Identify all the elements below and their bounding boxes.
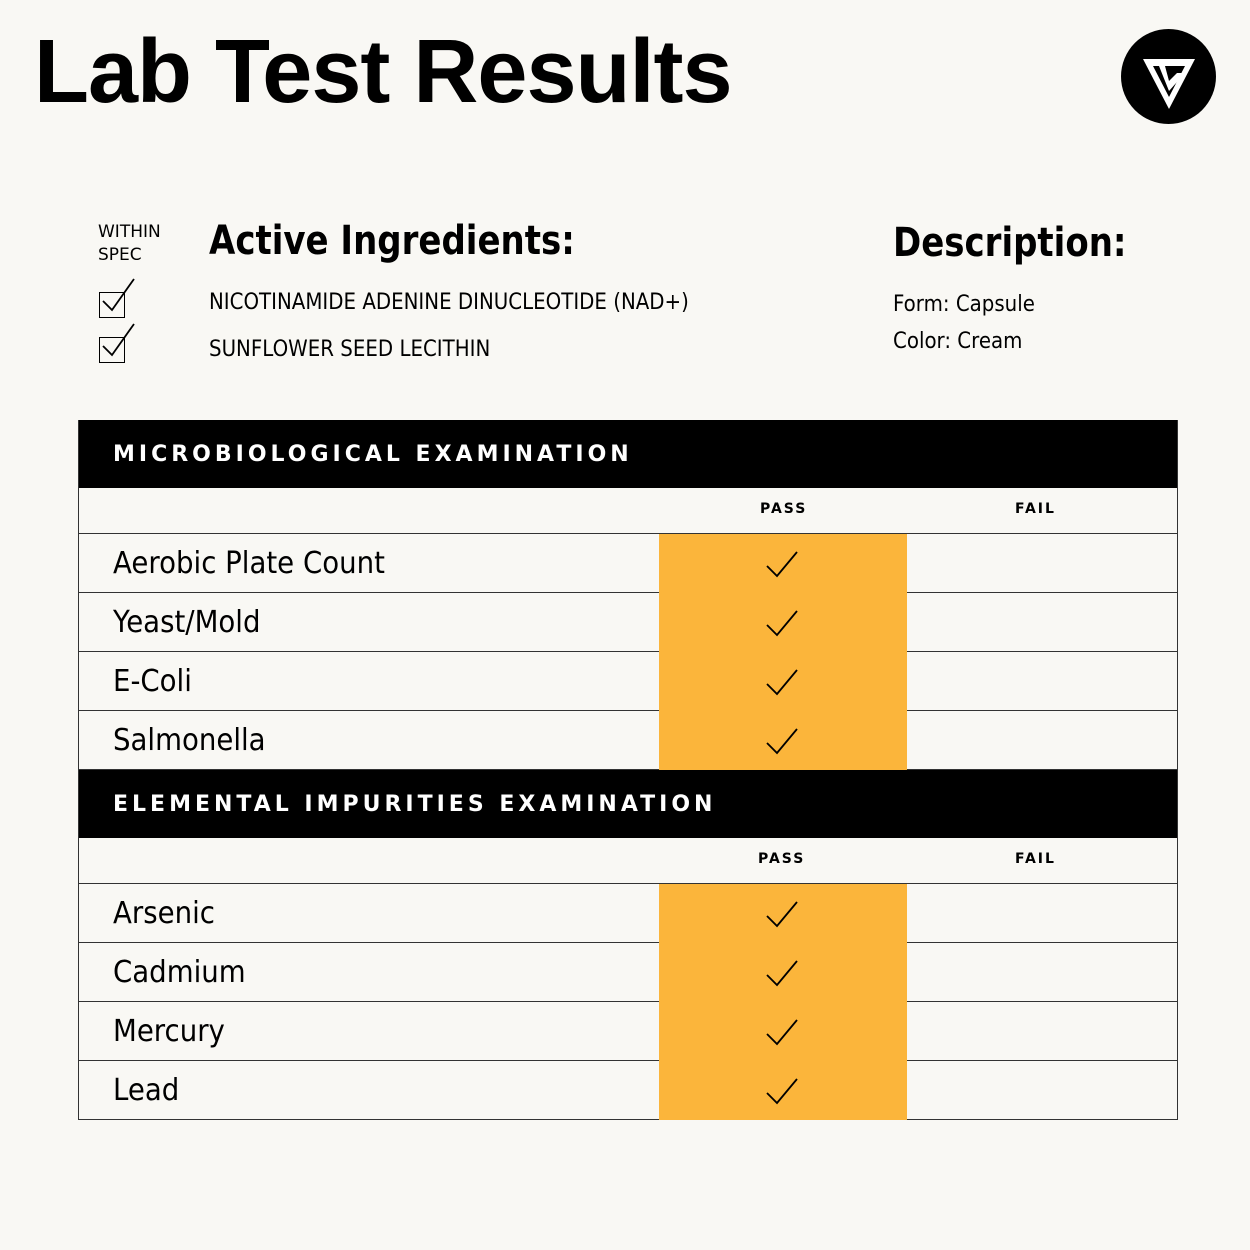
test-name: Salmonella bbox=[113, 723, 266, 758]
table-row: Yeast/Mold bbox=[79, 593, 1177, 652]
within-spec-label: WITHIN SPEC bbox=[98, 222, 161, 265]
column-header-row: PASS FAIL bbox=[79, 838, 1177, 884]
description-heading: Description: bbox=[893, 220, 1127, 266]
pass-cell bbox=[659, 652, 907, 711]
description-color: Color: Cream bbox=[893, 329, 1023, 354]
table-row: Arsenic bbox=[79, 884, 1177, 943]
test-name: Cadmium bbox=[113, 955, 246, 990]
pass-column-header: PASS bbox=[760, 501, 808, 517]
within-spec-checkbox bbox=[99, 278, 135, 318]
checkmark-icon bbox=[766, 960, 798, 987]
ingredient-item: NICOTINAMIDE ADENINE DINUCLEOTIDE (NAD+) bbox=[209, 290, 689, 315]
within-spec-checkbox bbox=[99, 323, 135, 363]
pass-cell bbox=[659, 1061, 907, 1120]
pass-column-header: PASS bbox=[758, 851, 806, 867]
test-name: Arsenic bbox=[113, 896, 215, 931]
test-name: Mercury bbox=[113, 1014, 225, 1049]
test-name: E-Coli bbox=[113, 664, 192, 699]
checkmark-icon bbox=[766, 728, 798, 755]
checkmark-icon bbox=[766, 551, 798, 578]
pass-cell bbox=[659, 943, 907, 1002]
pass-cell bbox=[659, 534, 907, 593]
table-row: Lead bbox=[79, 1061, 1177, 1120]
fail-column-header: FAIL bbox=[1015, 851, 1056, 867]
brand-logo-icon bbox=[1121, 29, 1216, 124]
checkmark-icon bbox=[766, 1078, 798, 1105]
checkmark-icon bbox=[766, 1019, 798, 1046]
table-row: Salmonella bbox=[79, 711, 1177, 770]
pass-cell bbox=[659, 711, 907, 770]
active-ingredients-heading: Active Ingredients: bbox=[209, 218, 575, 264]
pass-cell bbox=[659, 1002, 907, 1061]
description-form: Form: Capsule bbox=[893, 292, 1035, 317]
column-header-row: PASS FAIL bbox=[79, 488, 1177, 534]
pass-cell bbox=[659, 593, 907, 652]
table-row: Mercury bbox=[79, 1002, 1177, 1061]
microbiological-table: MICROBIOLOGICAL EXAMINATION PASS FAIL Aer… bbox=[78, 420, 1178, 770]
page-title: Lab Test Results bbox=[34, 22, 732, 122]
table-row: Aerobic Plate Count bbox=[79, 534, 1177, 593]
section-header: MICROBIOLOGICAL EXAMINATION bbox=[79, 420, 1177, 488]
test-name: Lead bbox=[113, 1073, 180, 1108]
elemental-impurities-table: ELEMENTAL IMPURITIES EXAMINATION PASS FA… bbox=[78, 770, 1178, 1120]
checkmark-icon bbox=[766, 669, 798, 696]
ingredient-item: SUNFLOWER SEED LECITHIN bbox=[209, 337, 491, 362]
table-row: Cadmium bbox=[79, 943, 1177, 1002]
test-name: Yeast/Mold bbox=[113, 605, 261, 640]
fail-column-header: FAIL bbox=[1015, 501, 1056, 517]
checkmark-icon bbox=[766, 901, 798, 928]
checkmark-icon bbox=[766, 610, 798, 637]
pass-cell bbox=[659, 884, 907, 943]
section-header: ELEMENTAL IMPURITIES EXAMINATION bbox=[79, 770, 1177, 838]
table-row: E-Coli bbox=[79, 652, 1177, 711]
test-name: Aerobic Plate Count bbox=[113, 546, 385, 581]
